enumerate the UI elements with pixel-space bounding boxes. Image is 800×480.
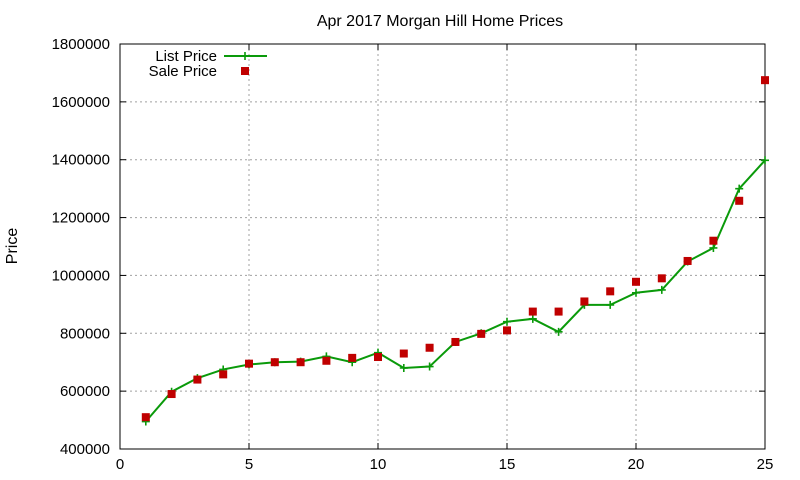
sale-price-point (193, 375, 202, 384)
series-layer (141, 76, 769, 426)
sale-price-point (322, 356, 331, 365)
sale-price-point (709, 236, 718, 245)
x-tick-label: 20 (628, 456, 645, 473)
sale-price-point (348, 353, 357, 362)
legend-label-sale-price: Sale Price (149, 63, 217, 80)
sale-price-point (451, 337, 460, 346)
x-tick-label: 10 (370, 456, 387, 473)
x-tick-label: 0 (116, 456, 124, 473)
sale-price-point (657, 274, 666, 283)
y-tick-label: 1000000 (52, 267, 110, 284)
list-price-point (554, 327, 563, 336)
sale-price-point (399, 349, 408, 358)
legend: List Price Sale Price (149, 48, 267, 80)
list-price-point (425, 362, 434, 371)
y-tick-label: 1200000 (52, 210, 110, 227)
x-tick-label: 15 (499, 456, 516, 473)
sale-price-point (632, 277, 640, 286)
sale-price-point (270, 358, 279, 367)
axis-ticks: 0 5 10 15 20 25 400000 600000 800000 1000000 12000… (52, 36, 774, 473)
sale-price-point (141, 413, 150, 422)
sale-price-point (528, 307, 537, 316)
sale-price-point (374, 353, 382, 362)
y-tick-label: 400000 (60, 441, 110, 458)
sale-price-point (554, 307, 563, 316)
list-price-point (761, 156, 769, 165)
list-price-point (606, 300, 615, 309)
sale-price-point (477, 329, 486, 338)
legend-square-sale-price (241, 67, 249, 75)
list-price-point (657, 285, 666, 294)
y-tick-label: 1600000 (52, 94, 110, 111)
y-tick-label: 1400000 (52, 152, 110, 169)
sale-price-point (735, 196, 744, 205)
sale-price-point (606, 287, 615, 296)
sale-price-point (580, 297, 589, 306)
list-price-point (399, 364, 408, 372)
y-tick-label: 1800000 (52, 36, 110, 53)
sale-price-point (683, 256, 692, 265)
legend-label-list-price: List Price (155, 48, 217, 65)
plot-frame (119, 43, 766, 450)
y-axis-label: Price (4, 228, 21, 265)
list-price-point (709, 243, 718, 252)
sale-price-point (296, 358, 305, 367)
y-tick-label: 800000 (60, 325, 110, 342)
list-price-point (503, 317, 511, 326)
x-tick-label: 25 (757, 456, 774, 473)
x-tick-label: 5 (245, 456, 253, 473)
sale-price-point (425, 343, 434, 352)
sale-price-point (219, 370, 228, 379)
y-tick-label: 600000 (60, 383, 110, 400)
grid (120, 44, 765, 449)
list-price-point (632, 288, 640, 297)
sale-price-point (503, 326, 511, 335)
chart-title: Apr 2017 Morgan Hill Home Prices (317, 13, 563, 30)
sale-price-point (245, 359, 253, 368)
list-price-point (528, 314, 537, 323)
legend-cross-list-price (241, 52, 249, 60)
sale-price-point (167, 390, 176, 399)
list-price-point (735, 184, 744, 193)
sale-price-point (761, 76, 769, 85)
list-price-line (145, 159, 766, 423)
